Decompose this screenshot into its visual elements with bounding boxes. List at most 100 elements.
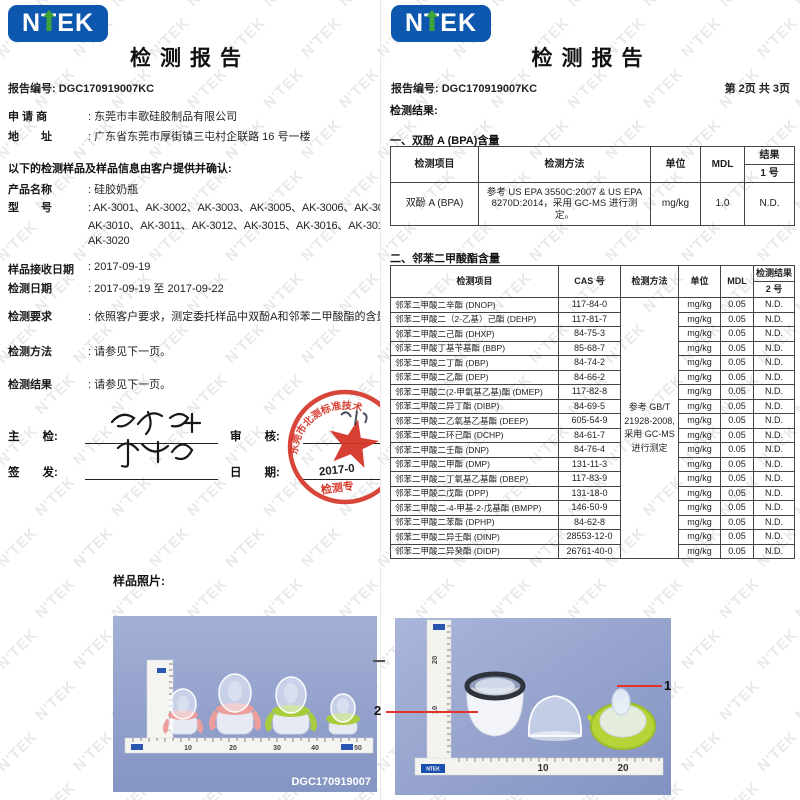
phthalate-row: 邻苯二甲酸二戊酯 (DPP) 131-18-0 mg/kg 0.05 N.D. (390, 485, 795, 501)
phthalate-row: 邻苯二甲酸二丁酯 (DBP) 84-74-2 mg/kg 0.05 N.D. (390, 355, 795, 371)
ruler-brand-label: NTEK (426, 767, 440, 773)
phthalate-cell: N.D. (753, 340, 795, 356)
phthalate-cell: mg/kg (678, 311, 721, 327)
phthalate-cell: N.D. (753, 384, 795, 400)
bottle-green-small (326, 693, 360, 735)
phthalate-cell: 邻苯二甲酸二甲酯 (DMP) (390, 456, 559, 472)
phthalate-results-table: 检测项目 CAS 号 检测方法 单位 MDL 检测结果 2 号 邻苯二甲酸二辛酯… (390, 265, 795, 559)
phthalate-cell: mg/kg (678, 340, 721, 356)
confirm-note: 以下的检测样品及样品信息由客户提供并确认: (8, 163, 232, 175)
bpa-col-mdl: MDL (700, 146, 745, 183)
phth-col-unit: 单位 (678, 265, 721, 298)
sample-photo-label: 样品照片: (113, 574, 165, 588)
phthalate-cell: 邻苯二甲酸二乙酯 (DEP) (390, 369, 559, 385)
phthalate-cell: 28553-12-0 (558, 529, 621, 545)
phthalate-cell: 117-84-0 (558, 297, 621, 313)
logo2-arrow-stem-icon (429, 15, 435, 31)
logo2-arrow-tip-icon (426, 10, 439, 17)
phthalate-cell: 0.05 (720, 485, 754, 501)
phth-col-result: 检测结果 (753, 265, 795, 282)
stamp-bottom-text: 检测专 (320, 478, 355, 496)
phth-col-method: 检测方法 (620, 265, 679, 298)
phthalate-cell: mg/kg (678, 413, 721, 429)
page2-title: 检测报告 (531, 47, 652, 70)
phthalate-cell: mg/kg (678, 398, 721, 414)
phthalate-cell: 84-61-7 (558, 427, 621, 443)
page-number-info: 第 2页 共 3页 (724, 83, 790, 95)
logo2-letter-t: T (424, 9, 440, 38)
applicant-label: 申 请 商 (8, 111, 48, 123)
phthalate-cell: 84-74-2 (558, 355, 621, 371)
svg-text:20: 20 (229, 745, 237, 752)
svg-text:10: 10 (430, 706, 439, 714)
phthalate-cell: N.D. (753, 456, 795, 472)
bpa-unit: mg/kg (650, 182, 701, 226)
phthalate-cell: 605-54-9 (558, 413, 621, 429)
product-name-value: : 硅胶奶瓶 (88, 184, 139, 196)
phthalate-cell: 146-50-9 (558, 500, 621, 516)
bpa-row: 双酚 A (BPA) 参考 US EPA 3550C:2007 & US EPA… (390, 182, 795, 226)
chief-inspector-label: 主 检: (8, 431, 58, 443)
date-signature-line (303, 479, 380, 480)
svg-text:10: 10 (537, 763, 549, 774)
logo-arrow-stem-icon (46, 15, 52, 31)
svg-text:50: 50 (354, 745, 362, 752)
phthalate-cell: N.D. (753, 311, 795, 327)
test-date-label: 检测日期 (8, 283, 52, 295)
phthalate-cell: 0.05 (720, 369, 754, 385)
bpa-item: 双酚 A (BPA) (390, 182, 479, 226)
svg-text:20: 20 (430, 656, 439, 664)
phthalate-cell: mg/kg (678, 442, 721, 458)
phthalate-cell: 84-75-3 (558, 326, 621, 342)
photo1-ruler: 10 20 30 40 50 (124, 659, 374, 754)
phthalate-row: 邻苯二甲酸二异丁酯 (DIBP) 84-69-5 mg/kg 0.05 N.D. (390, 398, 795, 414)
logo-letter-n: N (21, 9, 42, 37)
issuer-label: 签 发: (8, 467, 58, 479)
phthalate-cell: 0.05 (720, 384, 754, 400)
phth-col-cas: CAS 号 (558, 265, 621, 298)
phthalate-cell: 0.05 (720, 311, 754, 327)
applicant-value: : 东莞市丰歌硅胶制品有限公司 (88, 111, 238, 123)
section2-title: 二、邻苯二甲酸酯含量 (390, 253, 500, 265)
phthalate-cell: 0.05 (720, 297, 754, 313)
chief-signature-line (85, 443, 218, 444)
phthalate-cell: N.D. (753, 355, 795, 371)
logo2-letter-ek: EK (440, 9, 478, 37)
phthalate-cell: N.D. (753, 471, 795, 487)
report-page-2: NTEK 检测报告 报告编号: DGC170919007KC 第 2页 共 3页… (383, 0, 800, 800)
phthalate-cell: N.D. (753, 369, 795, 385)
phth-col-result-sub: 2 号 (753, 281, 795, 298)
phthalate-cell: mg/kg (678, 471, 721, 487)
test-method-value: : 请参见下一页。 (88, 346, 172, 358)
reviewer-label: 审 核: (230, 431, 280, 443)
phthalate-cell: 邻苯二甲酸二-4-甲基-2-戊基酯 (BMPP) (390, 500, 559, 516)
phthalate-cell: 邻苯二甲酸二（2-乙基）己酯 (DEHP) (390, 311, 559, 327)
phthalate-cell: 117-81-7 (558, 311, 621, 327)
phth-col-mdl: MDL (720, 265, 754, 298)
phthalate-cell: 84-62-8 (558, 514, 621, 530)
logo-letter-ek: EK (57, 9, 95, 37)
phthalate-cell: 26761-40-0 (558, 543, 621, 559)
phthalate-row: 邻苯二甲酸二乙酯 (DEP) 84-66-2 mg/kg 0.05 N.D. (390, 369, 795, 385)
phthalate-row: 邻苯二甲酸二辛酯 (DNOP) 117-84-0 参考 GB/T 21928-200… (390, 297, 795, 559)
phthalate-cell: N.D. (753, 398, 795, 414)
phthalate-cell: 131-18-0 (558, 485, 621, 501)
model-line-1: : AK-3001、AK-3002、AK-3003、AK-3005、AK-300… (88, 202, 380, 214)
model-label: 型 号 (8, 202, 52, 214)
phthalate-cell: 84-76-4 (558, 442, 621, 458)
photo2-ruler: 20 10 10 20 NTEK (414, 619, 664, 776)
phthalate-cell: 邻苯二甲酸二戊酯 (DPP) (390, 485, 559, 501)
phthalate-cell: 邻苯二甲酸二己酯 (DHXP) (390, 326, 559, 342)
phthalate-cell: N.D. (753, 297, 795, 313)
svg-text:20: 20 (617, 763, 629, 774)
annotation-line-1 (617, 685, 662, 687)
phthalate-cell: 0.05 (720, 355, 754, 371)
bottle-green-large (265, 676, 317, 735)
logo-letter-t: T (41, 9, 57, 38)
phthalate-cell: 84-69-5 (558, 398, 621, 414)
phthalate-cell: mg/kg (678, 500, 721, 516)
bpa-results-table: 检测项目 检测方法 单位 MDL 结果 1 号 双酚 A (BPA) 参考 US… (390, 146, 795, 226)
phthalate-cell: mg/kg (678, 514, 721, 530)
receive-date-label: 样品接收日期 (8, 264, 74, 276)
photo1-id-text: DGC170919007 (291, 776, 371, 788)
